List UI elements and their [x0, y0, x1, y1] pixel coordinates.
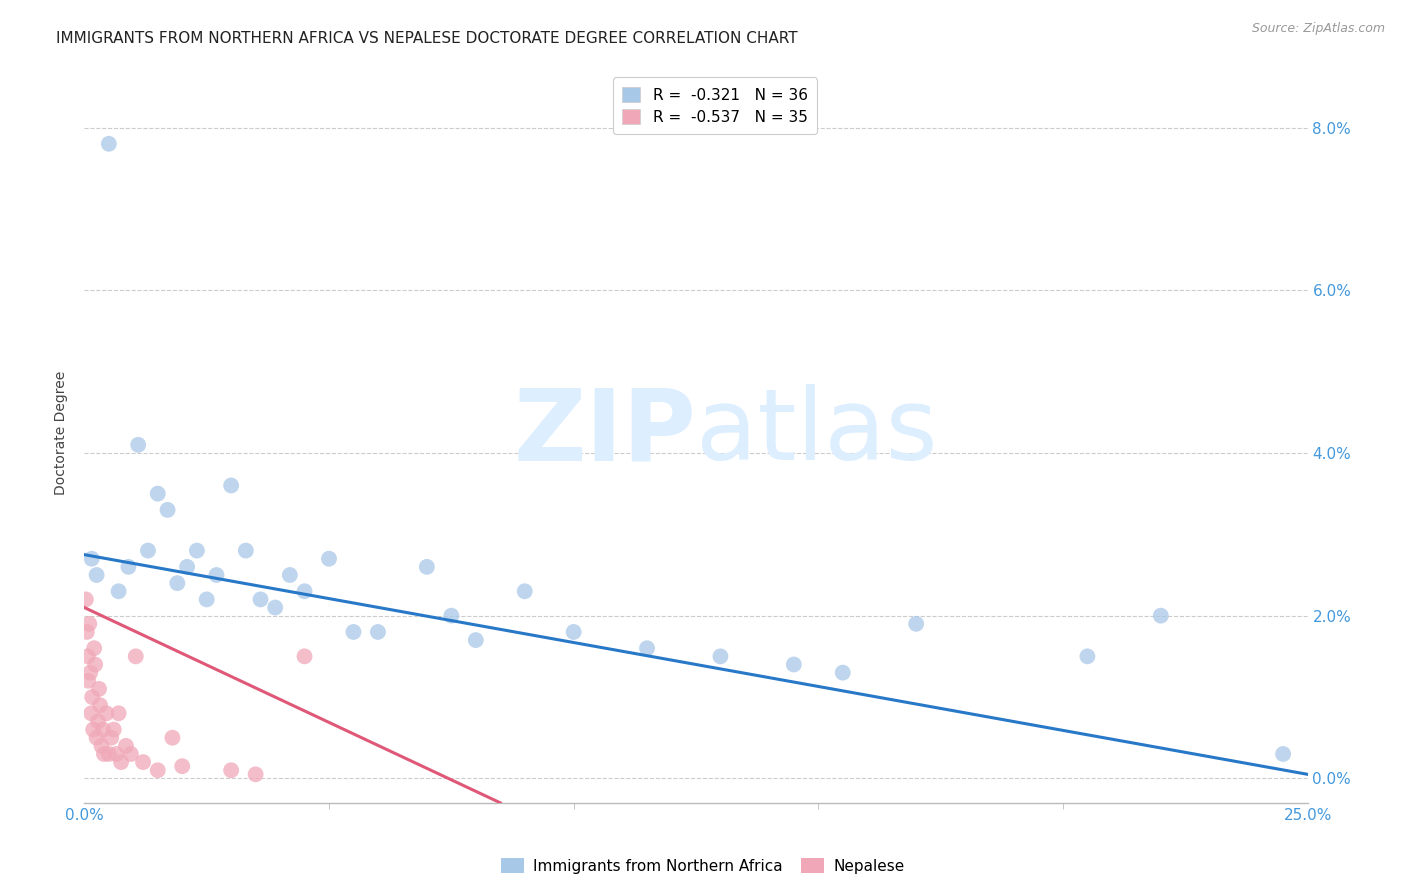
Point	[127, 438, 149, 452]
Point	[125, 649, 148, 664]
Point	[132, 755, 155, 769]
Point	[80, 706, 103, 721]
Point	[294, 584, 316, 599]
Point	[464, 633, 486, 648]
Point	[117, 559, 139, 574]
Point	[636, 641, 658, 656]
Point	[107, 706, 129, 721]
Point	[93, 747, 115, 761]
Point	[249, 592, 271, 607]
Point	[1272, 747, 1295, 761]
Point	[87, 681, 110, 696]
Point	[416, 559, 439, 574]
Point	[367, 624, 389, 639]
Point	[342, 624, 364, 639]
Point	[76, 649, 98, 664]
Point	[90, 739, 112, 753]
Point	[156, 503, 179, 517]
Y-axis label: Doctorate Degree: Doctorate Degree	[55, 370, 69, 495]
Point	[831, 665, 853, 680]
Point	[162, 731, 184, 745]
Point	[1150, 608, 1173, 623]
Point	[294, 649, 316, 664]
Point	[166, 576, 188, 591]
Point	[84, 657, 107, 672]
Point	[562, 624, 585, 639]
Point	[82, 690, 104, 704]
Point	[76, 624, 98, 639]
Point	[79, 665, 101, 680]
Point	[103, 723, 125, 737]
Point	[77, 616, 100, 631]
Point	[97, 747, 120, 761]
Text: Source: ZipAtlas.com: Source: ZipAtlas.com	[1251, 22, 1385, 36]
Text: IMMIGRANTS FROM NORTHERN AFRICA VS NEPALESE DOCTORATE DEGREE CORRELATION CHART: IMMIGRANTS FROM NORTHERN AFRICA VS NEPAL…	[56, 31, 797, 46]
Point	[86, 731, 108, 745]
Point	[1076, 649, 1098, 664]
Point	[146, 486, 169, 500]
Point	[205, 568, 228, 582]
Point	[97, 136, 120, 151]
Point	[75, 592, 97, 607]
Point	[264, 600, 287, 615]
Point	[120, 747, 142, 761]
Point	[172, 759, 194, 773]
Point	[107, 584, 129, 599]
Point	[77, 673, 100, 688]
Text: ZIP: ZIP	[513, 384, 696, 481]
Point	[176, 559, 198, 574]
Point	[105, 747, 128, 761]
Legend: Immigrants from Northern Africa, Nepalese: Immigrants from Northern Africa, Nepales…	[495, 852, 911, 880]
Point	[318, 551, 340, 566]
Point	[87, 714, 110, 729]
Point	[709, 649, 731, 664]
Point	[146, 764, 169, 778]
Point	[513, 584, 536, 599]
Point	[783, 657, 806, 672]
Point	[89, 698, 111, 713]
Point	[278, 568, 301, 582]
Point	[100, 731, 122, 745]
Point	[82, 723, 104, 737]
Point	[110, 755, 132, 769]
Point	[219, 478, 242, 492]
Point	[91, 723, 114, 737]
Point	[235, 543, 257, 558]
Point	[83, 641, 105, 656]
Point	[115, 739, 138, 753]
Point	[245, 767, 267, 781]
Point	[219, 764, 242, 778]
Point	[905, 616, 928, 631]
Point	[96, 706, 118, 721]
Point	[186, 543, 208, 558]
Point	[86, 568, 108, 582]
Point	[136, 543, 159, 558]
Point	[195, 592, 218, 607]
Point	[440, 608, 463, 623]
Legend: R =  -0.321   N = 36, R =  -0.537   N = 35: R = -0.321 N = 36, R = -0.537 N = 35	[613, 78, 817, 134]
Point	[80, 551, 103, 566]
Text: atlas: atlas	[696, 384, 938, 481]
